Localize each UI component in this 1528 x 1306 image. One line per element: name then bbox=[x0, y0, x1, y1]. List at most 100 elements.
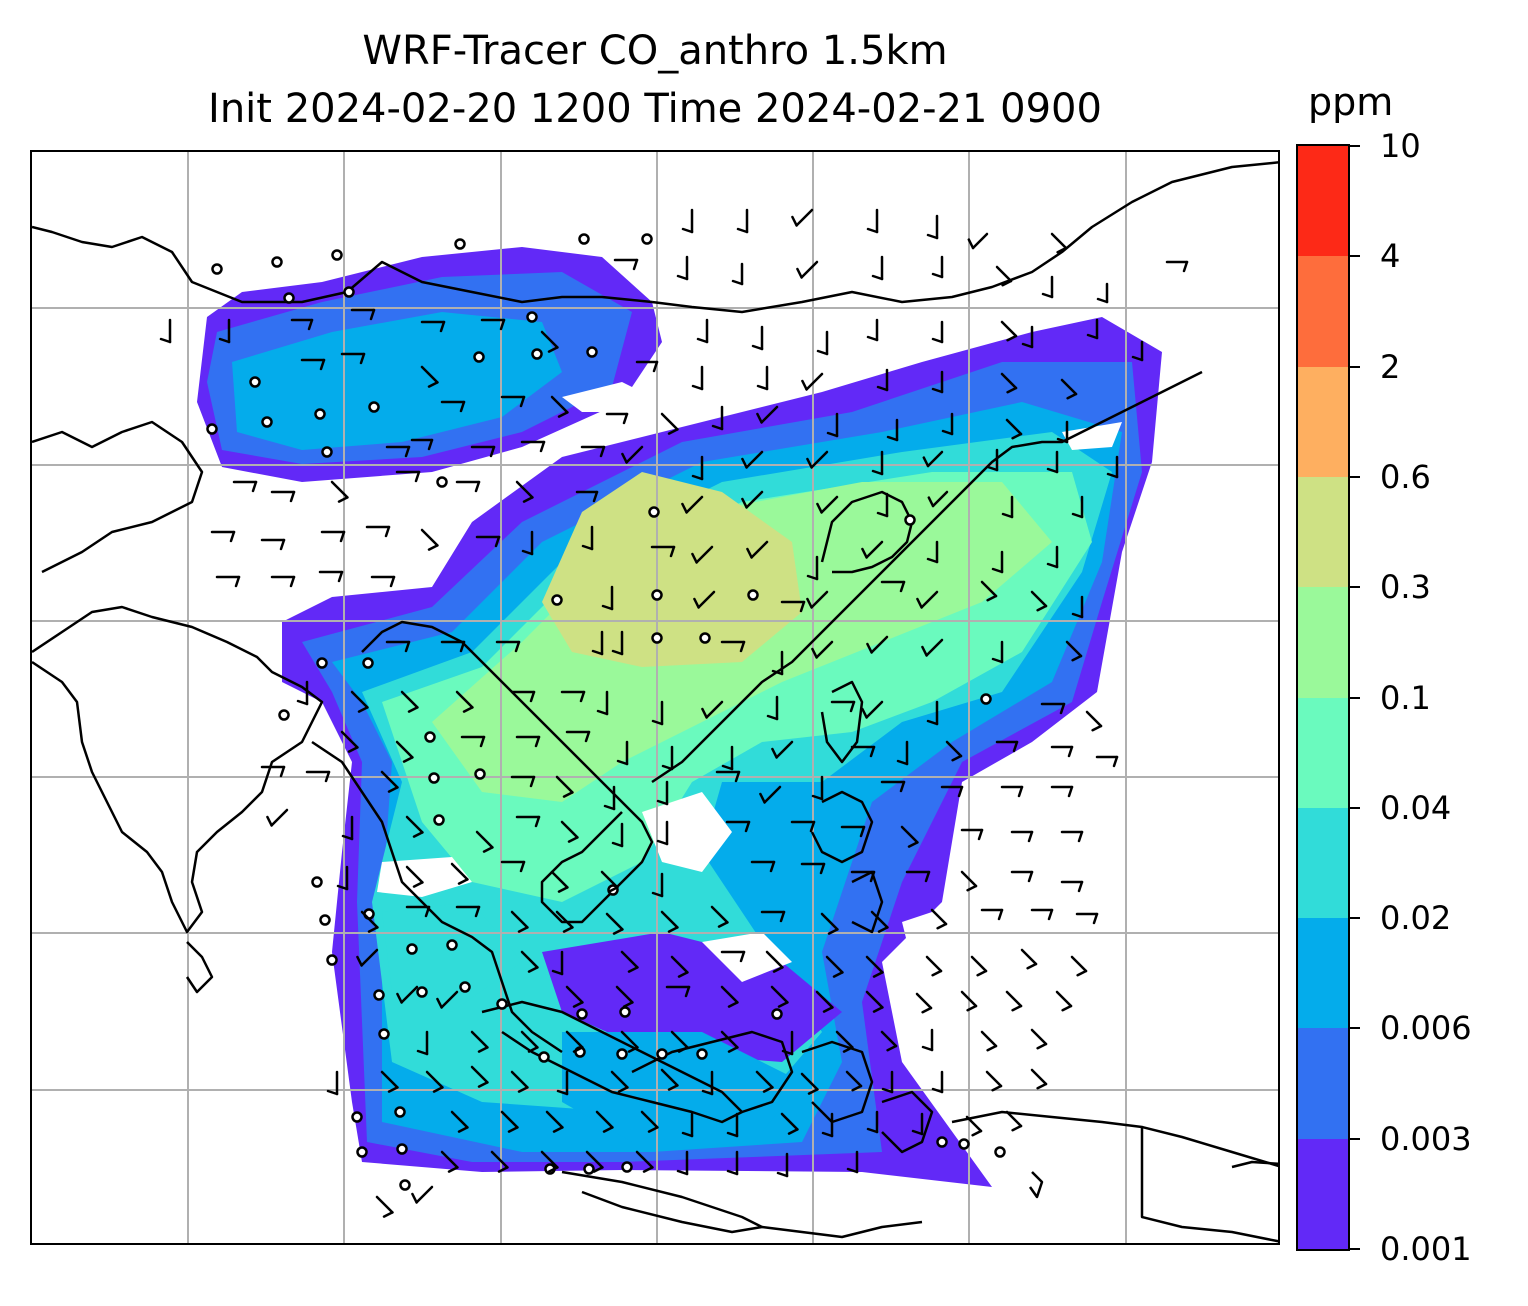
wind-barb-flag bbox=[691, 474, 704, 481]
wind-barb bbox=[405, 865, 424, 888]
wind-barb-flag bbox=[859, 825, 866, 838]
wind-barb bbox=[691, 365, 704, 391]
wind-barb bbox=[581, 525, 594, 551]
wind-barb-flag bbox=[1061, 1004, 1073, 1012]
wind-barb-flag bbox=[539, 440, 546, 453]
wind-barb-flag bbox=[916, 597, 923, 609]
wind-barb-flag bbox=[567, 836, 579, 843]
wind-barb-flag bbox=[811, 794, 824, 801]
wind-barb-staff bbox=[1000, 372, 1018, 390]
wind-barb-staff bbox=[985, 1070, 1003, 1088]
wind-barb bbox=[320, 530, 346, 543]
wind-barb-staff bbox=[340, 730, 359, 749]
wind-barb-flag bbox=[579, 690, 586, 703]
wind-barb-flag bbox=[1027, 870, 1034, 883]
wind-barb-staff bbox=[605, 912, 624, 931]
wind-barb bbox=[210, 530, 236, 543]
wind-barb-staff bbox=[720, 1030, 739, 1049]
wind-barb bbox=[660, 412, 679, 435]
wind-barb bbox=[620, 1030, 639, 1053]
wind-barb-staff bbox=[540, 330, 559, 349]
wind-barb bbox=[1005, 1110, 1023, 1132]
wind-barb-staff bbox=[815, 640, 834, 659]
wind-barb-flag bbox=[289, 575, 296, 588]
wind-barb bbox=[701, 1070, 714, 1096]
wind-barb-flag bbox=[611, 841, 624, 848]
wind-barb-flag bbox=[851, 1084, 863, 1092]
wind-barb-flag bbox=[1011, 432, 1023, 440]
wind-barb-flag bbox=[997, 908, 1004, 921]
wind-barb bbox=[1021, 325, 1034, 349]
wind-barb-flag bbox=[921, 1006, 933, 1014]
wind-barb bbox=[926, 700, 939, 726]
wind-barb bbox=[450, 862, 469, 885]
wind-barb-flag bbox=[676, 274, 689, 281]
colorbar-segment bbox=[1298, 586, 1348, 698]
colorbar-segment bbox=[1298, 255, 1348, 367]
wind-barb-flag bbox=[1047, 908, 1054, 921]
wind-barb-flag bbox=[357, 706, 369, 713]
wind-barb-flag bbox=[849, 700, 856, 713]
wind-barb-staff bbox=[1070, 955, 1088, 973]
wind-barb bbox=[340, 730, 359, 753]
wind-barb bbox=[1010, 830, 1034, 843]
wind-barb-flag bbox=[474, 480, 481, 493]
wind-barb-staff bbox=[455, 690, 474, 709]
wind-barb bbox=[811, 775, 824, 801]
wind-barb bbox=[1071, 495, 1084, 519]
wind-barb-staff bbox=[795, 208, 814, 227]
wind-barb-flag bbox=[911, 1129, 924, 1136]
wind-barb-staff bbox=[1060, 378, 1078, 396]
wind-barb bbox=[580, 445, 606, 458]
wind-barb bbox=[806, 450, 829, 469]
wind-barb-flag bbox=[266, 815, 273, 827]
wind-barb-flag bbox=[592, 490, 599, 503]
wind-barb-flag bbox=[517, 1086, 529, 1093]
wind-barb-staff bbox=[635, 1150, 654, 1169]
wind-barb-flag bbox=[622, 1001, 634, 1008]
wind-barb bbox=[681, 495, 704, 514]
wind-barb bbox=[880, 580, 906, 593]
wind-barb-flag bbox=[739, 640, 746, 653]
wind-barb bbox=[575, 490, 599, 503]
wind-barb-flag bbox=[677, 971, 689, 978]
field-gap bbox=[642, 792, 732, 872]
wind-barb-staff bbox=[900, 825, 919, 844]
wind-barb bbox=[420, 365, 439, 388]
wind-barb-flag bbox=[479, 735, 486, 748]
wind-barb-flag bbox=[869, 870, 876, 883]
wind-barb bbox=[1030, 590, 1048, 612]
wind-barb-staff bbox=[865, 955, 884, 974]
colorbar-tick-label: 10 bbox=[1380, 127, 1421, 165]
wind-barb bbox=[791, 208, 814, 227]
wind-barb-flag bbox=[681, 1131, 694, 1138]
wind-barb-flag bbox=[726, 1131, 739, 1138]
wind-barb-staff bbox=[810, 590, 829, 609]
wind-barb-staff bbox=[845, 1070, 863, 1088]
calm-wind-circle bbox=[980, 693, 992, 705]
wind-barb-flag bbox=[1011, 1004, 1023, 1012]
wind-barb-flag bbox=[826, 431, 839, 438]
wind-barb-flag bbox=[412, 831, 424, 838]
wind-barb-staff bbox=[805, 372, 824, 391]
wind-barb-flag bbox=[877, 926, 889, 933]
wind-barb-staff bbox=[470, 1030, 489, 1049]
lat-lon-gridlines bbox=[32, 152, 1278, 1243]
wind-barb-staff bbox=[670, 1030, 689, 1049]
wind-barb-flag bbox=[627, 966, 639, 973]
wind-barb-staff bbox=[380, 770, 399, 789]
wind-barb-staff bbox=[550, 870, 569, 889]
wind-barb-flag bbox=[336, 884, 349, 891]
calm-wind-circle bbox=[648, 506, 660, 518]
wind-barb-staff bbox=[585, 1150, 604, 1169]
wind-barb bbox=[515, 480, 534, 503]
wind-barb bbox=[751, 325, 764, 351]
wind-barb-staff bbox=[1030, 1068, 1048, 1086]
wind-barb-staff bbox=[810, 450, 829, 469]
calm-wind-circle bbox=[424, 731, 436, 743]
wind-barb bbox=[1010, 870, 1034, 883]
wind-barb bbox=[660, 1068, 679, 1091]
wind-barb bbox=[318, 570, 344, 583]
coastline bbox=[1231, 1160, 1278, 1169]
wind-barb-flag bbox=[926, 233, 939, 240]
